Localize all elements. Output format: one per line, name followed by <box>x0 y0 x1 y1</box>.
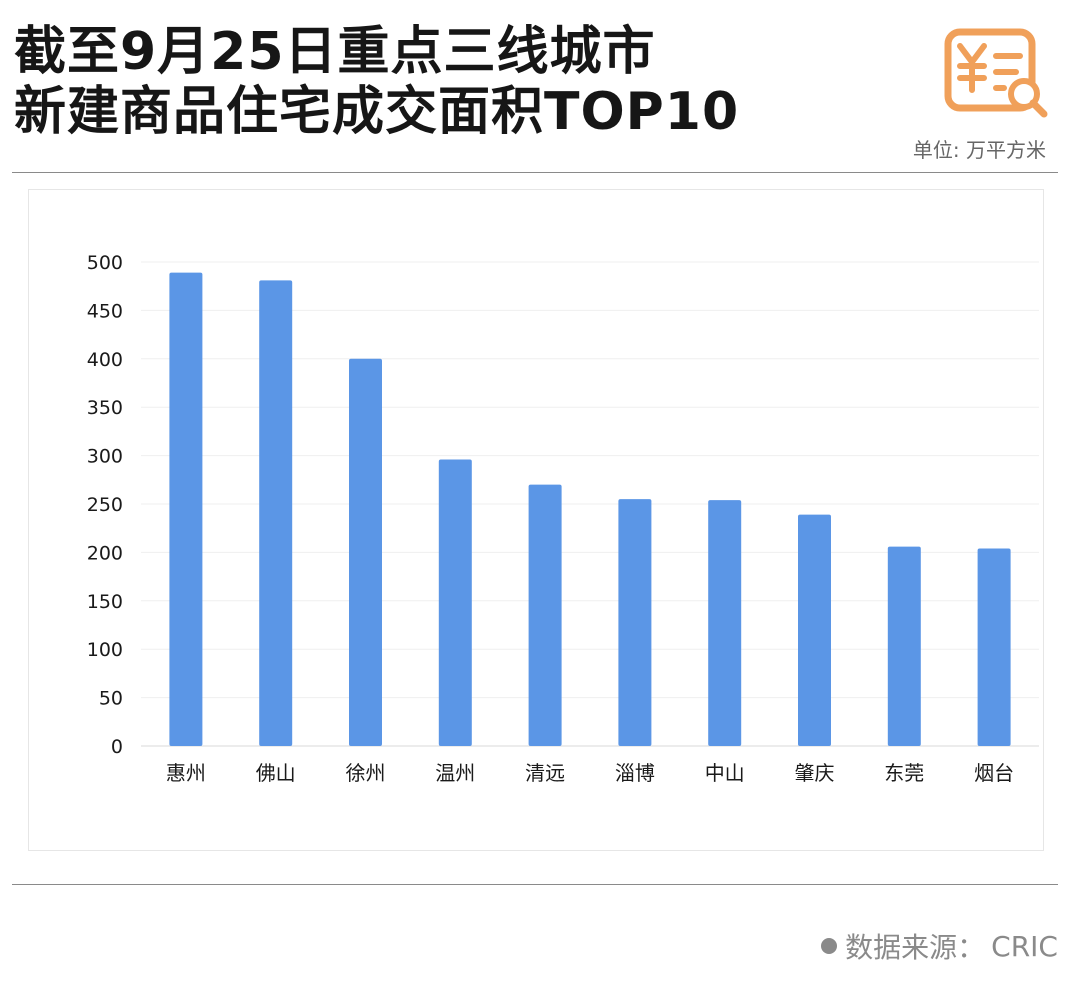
x-tick-label: 中山 <box>705 761 745 785</box>
page-title: 截至9月25日重点三线城市 新建商品住宅成交面积TOP10 <box>14 22 739 142</box>
yuan-receipt-search-icon <box>944 28 1048 118</box>
bar <box>438 459 472 746</box>
x-tick-label: 淄博 <box>615 761 655 785</box>
bar <box>528 484 562 746</box>
bar <box>618 499 652 746</box>
y-tick-label: 150 <box>87 591 123 613</box>
bottom-divider <box>12 884 1058 885</box>
bar <box>259 280 293 746</box>
x-tick-label: 东莞 <box>884 761 924 785</box>
x-tick-label: 佛山 <box>256 761 296 785</box>
bar <box>169 272 203 746</box>
title-line-2: 新建商品住宅成交面积TOP10 <box>14 82 740 142</box>
y-tick-label: 450 <box>87 300 123 322</box>
x-tick-label: 肇庆 <box>795 761 835 785</box>
y-tick-label: 350 <box>87 397 123 419</box>
bullet-dot-icon <box>821 938 838 954</box>
y-tick-label: 250 <box>87 494 123 516</box>
bar <box>798 514 831 746</box>
y-tick-label: 0 <box>111 736 123 758</box>
y-tick-label: 500 <box>87 252 123 274</box>
bar <box>708 500 742 746</box>
bar-chart: 0 50 100 150 200 250 300 350 400 450 500 惠州 佛山 徐州 温州 清远… <box>87 252 1039 785</box>
y-tick-label: 200 <box>87 542 123 564</box>
x-tick-label: 清远 <box>525 761 565 785</box>
x-tick-label: 烟台 <box>974 761 1014 785</box>
y-tick-label: 50 <box>99 688 123 710</box>
title-line-1: 截至9月25日重点三线城市 <box>14 22 656 82</box>
x-tick-label: 徐州 <box>346 761 386 785</box>
chart-panel: 0 50 100 150 200 250 300 350 400 450 500 惠州 佛山 徐州 温州 清远… <box>28 189 1044 851</box>
y-tick-label: 100 <box>87 639 123 661</box>
source-value: CRIC <box>991 929 1058 963</box>
data-source: 数据来源： CRIC <box>821 926 1058 966</box>
bar <box>977 548 1011 746</box>
top-divider <box>12 172 1058 173</box>
x-tick-label: 惠州 <box>166 761 206 785</box>
unit-label: 单位: 万平方米 <box>912 138 1046 162</box>
y-tick-label: 300 <box>87 446 123 468</box>
source-label: 数据来源： <box>845 931 986 964</box>
bar <box>349 358 382 746</box>
x-tick-label: 温州 <box>435 761 475 785</box>
y-tick-label: 400 <box>87 349 123 371</box>
bar <box>887 546 921 746</box>
